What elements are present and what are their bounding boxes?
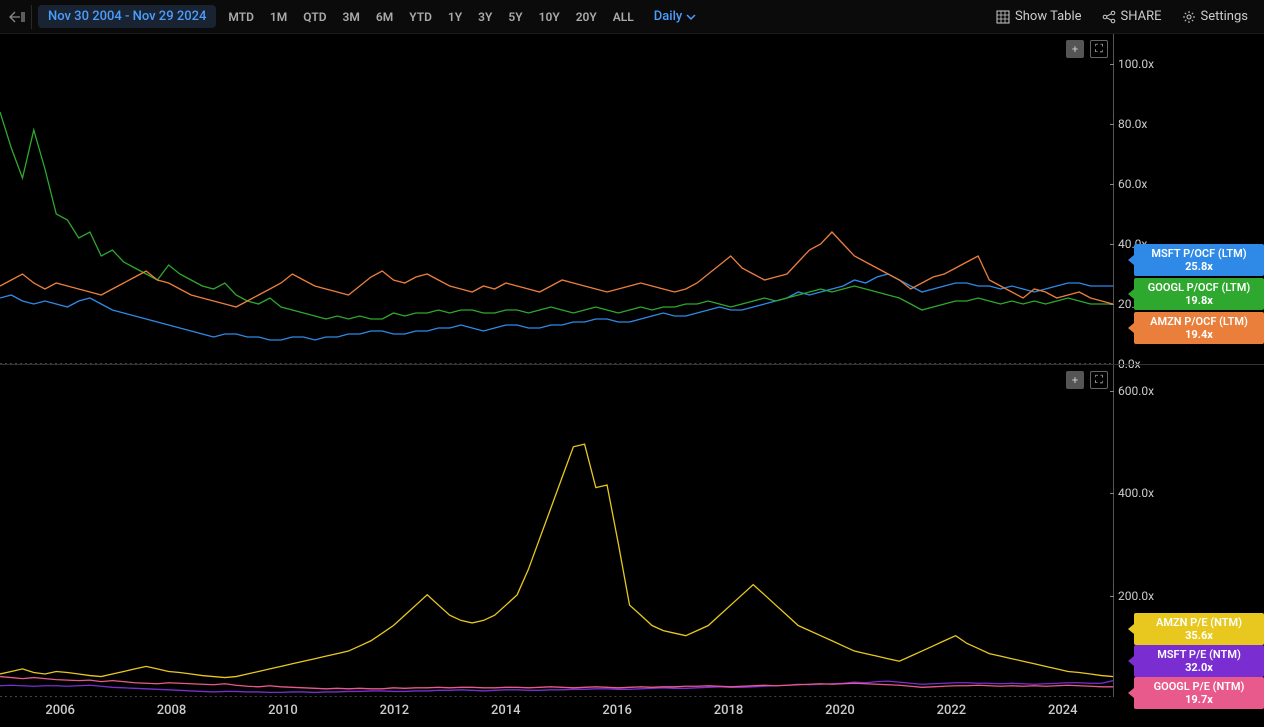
share-icon: [1102, 10, 1116, 24]
range-1m[interactable]: 1M: [262, 6, 295, 28]
ytick: 60.0x: [1118, 177, 1147, 191]
chevron-down-icon: [686, 12, 696, 22]
range-3y[interactable]: 3Y: [470, 6, 500, 28]
panel-pocf: 0.0x20.0x40.0x60.0x80.0x100.0x MSFT P/OC…: [0, 34, 1264, 364]
xtick: 2008: [157, 703, 187, 718]
xtick: 2022: [937, 703, 967, 718]
xtick: 2016: [602, 703, 632, 718]
range-mtd[interactable]: MTD: [220, 6, 262, 28]
xtick: 2018: [714, 703, 744, 718]
xtick: 2012: [380, 703, 410, 718]
share-button[interactable]: SHARE: [1094, 5, 1170, 28]
interval-select[interactable]: Daily: [646, 5, 705, 28]
show-table-button[interactable]: Show Table: [988, 5, 1090, 28]
fullscreen-icon[interactable]: ⛶: [1090, 371, 1108, 389]
range-qtd[interactable]: QTD: [295, 6, 334, 28]
range-20y[interactable]: 20Y: [568, 6, 605, 28]
plot-pe[interactable]: [0, 365, 1114, 697]
xaxis: 2006 2008 2010 2012 2014 2016 2018 2020 2022 2024: [0, 697, 1114, 727]
xtick: 2024: [1048, 703, 1078, 718]
plot-pocf[interactable]: [0, 34, 1114, 364]
range-ytd[interactable]: YTD: [401, 6, 440, 28]
xtick: 2014: [491, 703, 521, 718]
table-icon: [996, 10, 1010, 24]
series-line: [0, 274, 1113, 340]
gear-icon: [1182, 10, 1196, 24]
ytick: 20.0x: [1118, 297, 1147, 311]
add-pane-icon[interactable]: +: [1066, 40, 1084, 58]
settings-label: Settings: [1201, 9, 1248, 24]
settings-button[interactable]: Settings: [1174, 5, 1256, 28]
series-line: [0, 444, 1113, 677]
xtick: 2020: [825, 703, 855, 718]
back-icon[interactable]: [8, 5, 32, 29]
range-button-group: MTD1MQTD3M6MYTD1Y3Y5Y10Y20YALL: [220, 6, 641, 28]
panel-pe: 200.0x400.0x600.0x AMZN P/E (NTM)35.6xMS…: [0, 364, 1264, 697]
range-all[interactable]: ALL: [605, 6, 642, 28]
date-range-picker[interactable]: Nov 30 2004 - Nov 29 2024: [38, 5, 216, 28]
xtick: 2010: [268, 703, 298, 718]
xtick: 2006: [45, 703, 75, 718]
add-pane-icon[interactable]: +: [1066, 371, 1084, 389]
toolbar: Nov 30 2004 - Nov 29 2024 MTD1MQTD3M6MYT…: [0, 0, 1264, 34]
ytick: 40.0x: [1118, 237, 1147, 251]
fullscreen-icon[interactable]: ⛶: [1090, 40, 1108, 58]
interval-label: Daily: [654, 9, 683, 24]
yaxis-pocf: 0.0x20.0x40.0x60.0x80.0x100.0x: [1114, 34, 1264, 364]
ytick: 100.0x: [1118, 57, 1154, 71]
ytick: 80.0x: [1118, 117, 1147, 131]
series-line: [0, 232, 1113, 307]
range-3m[interactable]: 3M: [335, 6, 368, 28]
range-10y[interactable]: 10Y: [531, 6, 568, 28]
range-1y[interactable]: 1Y: [440, 6, 470, 28]
show-table-label: Show Table: [1015, 9, 1082, 24]
ytick: 200.0x: [1118, 589, 1154, 603]
range-6m[interactable]: 6M: [368, 6, 401, 28]
chart-area: 0.0x20.0x40.0x60.0x80.0x100.0x MSFT P/OC…: [0, 34, 1264, 727]
range-5y[interactable]: 5Y: [500, 6, 530, 28]
yaxis-pe: 200.0x 400.0x 600.0x: [1114, 365, 1264, 697]
series-line: [0, 112, 1113, 319]
ytick: 400.0x: [1118, 486, 1154, 500]
share-label: SHARE: [1121, 9, 1162, 24]
ytick: 600.0x: [1118, 384, 1154, 398]
